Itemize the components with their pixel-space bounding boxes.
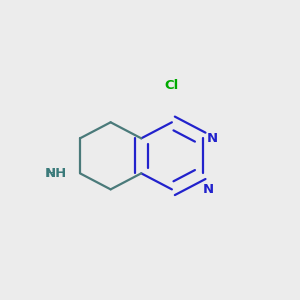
Text: N: N <box>202 183 214 196</box>
Text: Cl: Cl <box>165 79 179 92</box>
Text: NH: NH <box>45 167 67 180</box>
Text: H: H <box>46 167 55 180</box>
Text: N: N <box>207 132 218 145</box>
